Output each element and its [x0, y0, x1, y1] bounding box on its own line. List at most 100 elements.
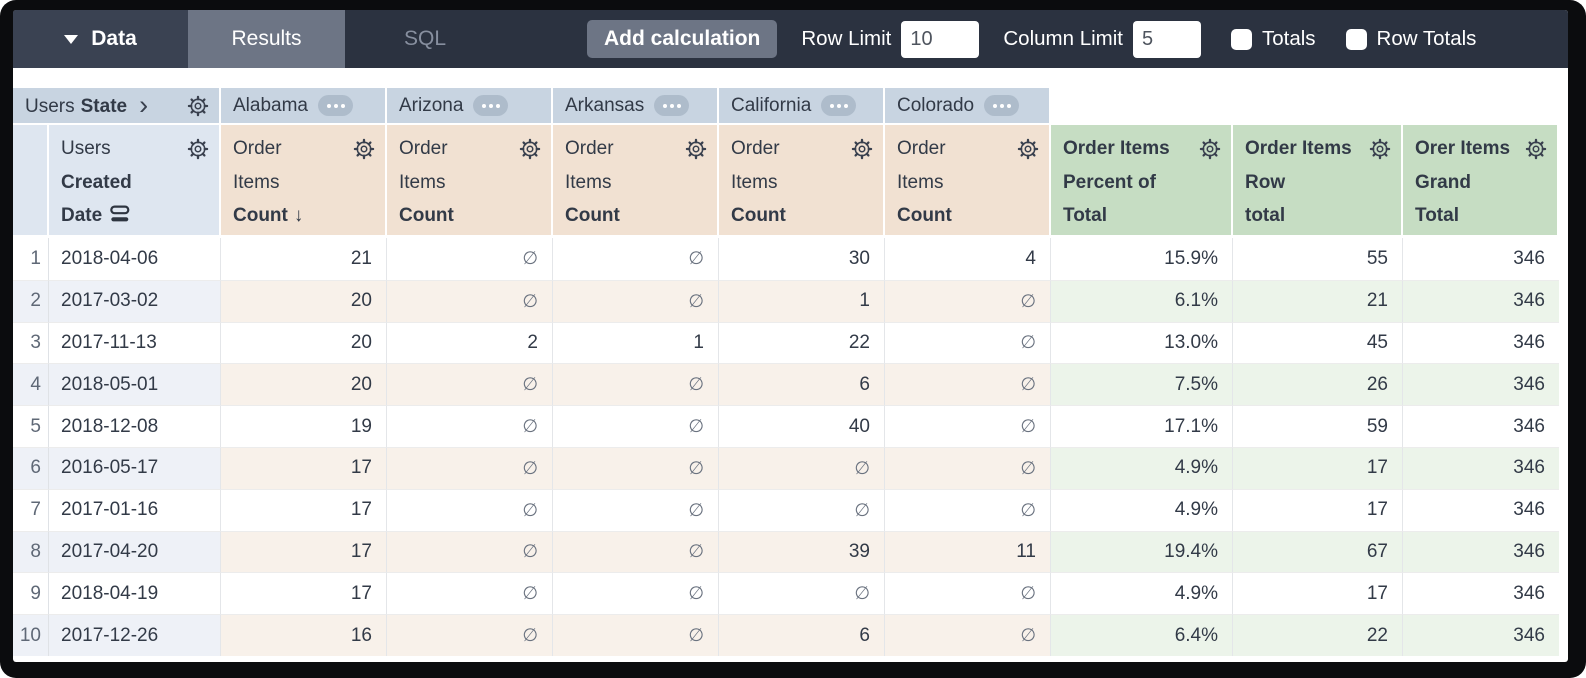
value-cell[interactable]: 20: [221, 279, 387, 322]
row-total-cell[interactable]: 45: [1233, 321, 1403, 364]
value-cell[interactable]: ∅: [553, 363, 719, 406]
value-cell[interactable]: ∅: [387, 405, 553, 447]
date-cell[interactable]: 2017-01-16: [49, 488, 221, 531]
value-cell[interactable]: ∅: [885, 446, 1051, 489]
date-cell[interactable]: 2016-05-17: [49, 446, 221, 489]
value-cell[interactable]: ∅: [553, 572, 719, 615]
value-cell[interactable]: 1: [719, 279, 885, 322]
value-cell[interactable]: ∅: [885, 488, 1051, 531]
row-totals-checkbox[interactable]: [1345, 28, 1367, 50]
gear-icon[interactable]: [685, 138, 707, 160]
grand-total-cell[interactable]: 346: [1403, 279, 1559, 322]
gear-icon[interactable]: [851, 138, 873, 160]
value-cell[interactable]: 11: [885, 530, 1051, 573]
value-cell[interactable]: ∅: [553, 530, 719, 573]
value-cell[interactable]: ∅: [553, 238, 719, 280]
date-cell[interactable]: 2018-05-01: [49, 363, 221, 406]
add-calculation-button[interactable]: Add calculation: [587, 20, 778, 58]
more-icon[interactable]: [473, 95, 509, 116]
date-granularity-icon[interactable]: [110, 205, 130, 223]
percent-of-total-cell[interactable]: 17.1%: [1051, 405, 1233, 447]
value-cell[interactable]: ∅: [719, 488, 885, 531]
gear-icon[interactable]: [353, 138, 375, 160]
gear-icon[interactable]: [187, 95, 209, 117]
more-icon[interactable]: [654, 95, 690, 116]
grand-total-cell[interactable]: 346: [1403, 572, 1559, 614]
row-total-cell[interactable]: 67: [1233, 530, 1403, 573]
grand-total-cell[interactable]: 346: [1403, 321, 1559, 364]
gear-icon[interactable]: [1525, 138, 1547, 160]
value-cell[interactable]: 40: [719, 405, 885, 447]
gear-icon[interactable]: [519, 138, 541, 160]
value-cell[interactable]: 17: [221, 488, 387, 531]
value-cell[interactable]: ∅: [553, 614, 719, 656]
value-cell[interactable]: ∅: [885, 363, 1051, 406]
gear-icon[interactable]: [187, 138, 209, 160]
measure-header-colorado[interactable]: Order Items Count: [885, 125, 1051, 238]
value-cell[interactable]: 2: [387, 321, 553, 364]
value-cell[interactable]: 21: [221, 238, 387, 280]
measure-header-california[interactable]: Order Items Count: [719, 125, 885, 238]
gear-icon[interactable]: [1369, 138, 1391, 160]
value-cell[interactable]: ∅: [885, 614, 1051, 656]
date-cell[interactable]: 2018-12-08: [49, 405, 221, 447]
more-icon[interactable]: [984, 95, 1020, 116]
tab-sql[interactable]: SQL: [403, 27, 447, 50]
tab-results[interactable]: Results: [188, 10, 345, 68]
value-cell[interactable]: 16: [221, 614, 387, 656]
value-cell[interactable]: 30: [719, 238, 885, 280]
totals-checkbox[interactable]: [1230, 28, 1252, 50]
more-icon[interactable]: [821, 95, 857, 116]
pivot-header-california[interactable]: California: [719, 88, 885, 125]
value-cell[interactable]: 4: [885, 238, 1051, 280]
date-cell[interactable]: 2018-04-06: [49, 238, 221, 280]
totals-toggle[interactable]: Totals: [1230, 27, 1316, 51]
date-cell[interactable]: 2017-04-20: [49, 530, 221, 573]
value-cell[interactable]: ∅: [387, 238, 553, 280]
row-total-cell[interactable]: 17: [1233, 572, 1403, 615]
calc-header-3[interactable]: Orer Items Grand Total: [1403, 125, 1559, 238]
value-cell[interactable]: ∅: [553, 405, 719, 447]
value-cell[interactable]: 20: [221, 363, 387, 406]
percent-of-total-cell[interactable]: 7.5%: [1051, 363, 1233, 406]
row-total-cell[interactable]: 55: [1233, 238, 1403, 280]
value-cell[interactable]: ∅: [387, 279, 553, 322]
value-cell[interactable]: ∅: [387, 363, 553, 406]
pivot-header-arkansas[interactable]: Arkansas: [553, 88, 719, 125]
value-cell[interactable]: 6: [719, 363, 885, 406]
calc-header-1[interactable]: Order Items Percent of Total: [1051, 125, 1233, 238]
percent-of-total-cell[interactable]: 4.9%: [1051, 488, 1233, 531]
value-cell[interactable]: ∅: [885, 572, 1051, 615]
measure-header-arkansas[interactable]: Order Items Count: [553, 125, 719, 238]
value-cell[interactable]: ∅: [387, 614, 553, 656]
date-cell[interactable]: 2017-03-02: [49, 279, 221, 322]
more-icon[interactable]: [318, 95, 353, 116]
grand-total-cell[interactable]: 346: [1513, 247, 1545, 269]
pivot-header-alabama[interactable]: Alabama: [221, 88, 387, 125]
value-cell[interactable]: ∅: [885, 279, 1051, 322]
grand-total-cell[interactable]: 346: [1403, 363, 1559, 406]
measure-header-arizona[interactable]: Order Items Count: [387, 125, 553, 238]
value-cell[interactable]: ∅: [553, 488, 719, 531]
value-cell[interactable]: 17: [221, 572, 387, 615]
percent-of-total-cell[interactable]: 13.0%: [1051, 321, 1233, 364]
value-cell[interactable]: 19: [221, 405, 387, 447]
grand-total-cell[interactable]: 346: [1403, 446, 1559, 489]
row-total-cell[interactable]: 22: [1233, 614, 1403, 656]
pivot-header-arizona[interactable]: Arizona: [387, 88, 553, 125]
row-total-cell[interactable]: 26: [1233, 363, 1403, 406]
value-cell[interactable]: ∅: [719, 572, 885, 615]
calc-header-2[interactable]: Order Items Row total: [1233, 125, 1403, 238]
row-total-cell[interactable]: 17: [1233, 446, 1403, 489]
grand-total-cell[interactable]: 346: [1403, 405, 1559, 447]
date-cell[interactable]: 2017-12-26: [49, 614, 221, 656]
pivot-dimension-header[interactable]: Users State ›: [13, 88, 221, 125]
measure-header-alabama[interactable]: Order Items Count ↓: [221, 125, 387, 238]
value-cell[interactable]: ∅: [885, 321, 1051, 364]
value-cell[interactable]: 39: [719, 530, 885, 573]
value-cell[interactable]: ∅: [387, 530, 553, 573]
value-cell[interactable]: 1: [553, 321, 719, 364]
value-cell[interactable]: 17: [221, 446, 387, 489]
grand-total-cell[interactable]: 346: [1403, 614, 1559, 656]
row-total-cell[interactable]: 21: [1233, 279, 1403, 322]
